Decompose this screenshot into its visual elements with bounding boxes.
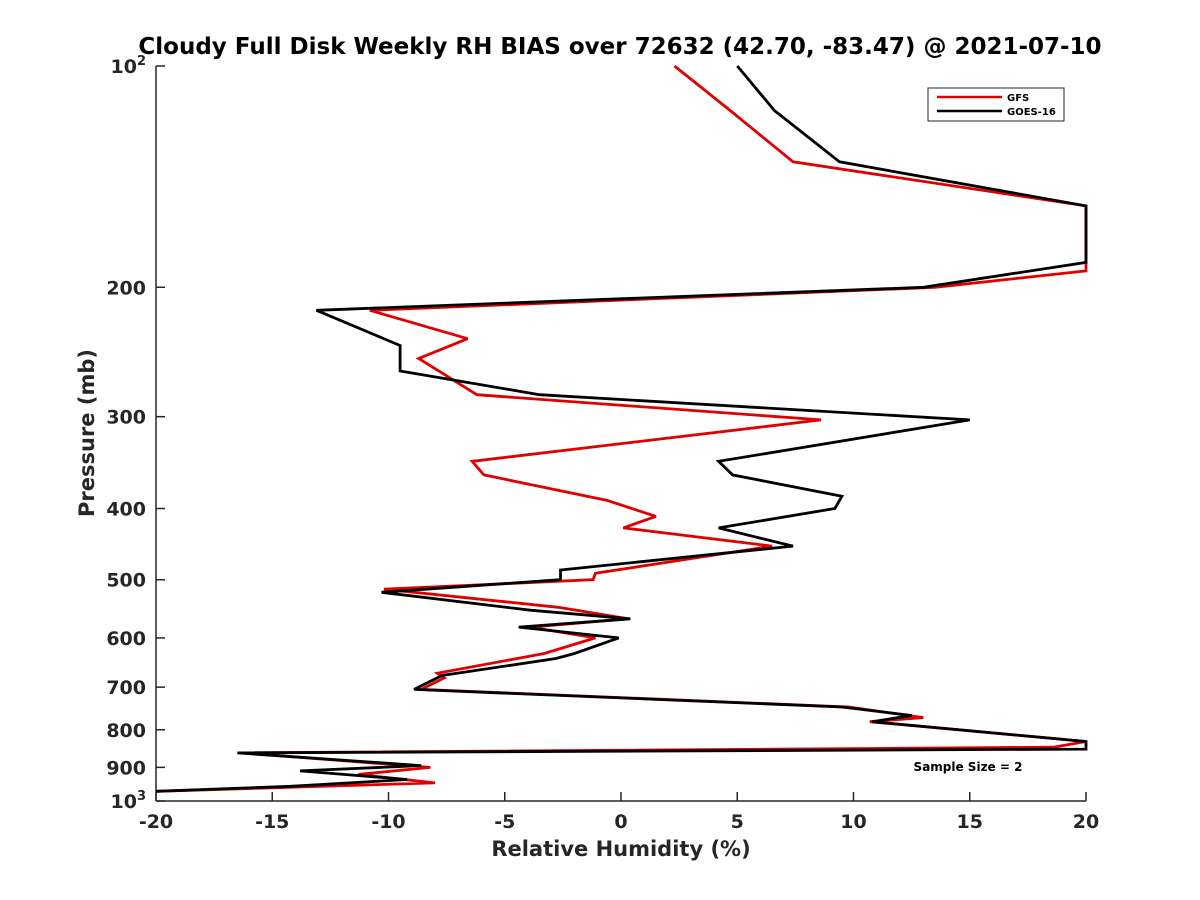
series-line-gfs — [155, 64, 1088, 793]
x-ticks: -20 -15 -10 -5 0 5 10 15 20 — [139, 792, 1099, 833]
plot-area — [155, 66, 1086, 802]
y-tick-label: 700 — [106, 677, 146, 699]
y-tick-base: 10 — [111, 56, 137, 78]
x-tick-label: 5 — [731, 811, 744, 833]
legend-label-goes-16: GOES-16 — [1007, 107, 1056, 118]
y-axis-label: Pressure (mb) — [75, 349, 99, 517]
y-tick-label: 400 — [106, 499, 146, 521]
sample-size-annotation: Sample Size = 2 — [914, 760, 1023, 774]
x-tick-label: -5 — [494, 811, 515, 833]
legend-label-gfs: GFS — [1007, 93, 1029, 104]
legend: GFS GOES-16 — [927, 87, 1065, 122]
y-tick-exponent: 2 — [137, 54, 146, 69]
y-tick-label: 600 — [106, 628, 146, 650]
x-tick-label: 15 — [957, 811, 983, 833]
legend-box — [927, 87, 1065, 122]
y-tick-label: 800 — [106, 720, 146, 742]
x-tick-label: 20 — [1073, 811, 1099, 833]
x-tick-label: -10 — [371, 811, 405, 833]
x-tick-label: 10 — [840, 811, 866, 833]
x-tick-label: -15 — [255, 811, 289, 833]
x-axis-label: Relative Humidity (%) — [491, 837, 750, 861]
y-tick-label: 200 — [106, 277, 146, 299]
series-group — [155, 64, 1088, 793]
y-tick-label: 900 — [106, 757, 146, 779]
y-tick-label: 300 — [106, 407, 146, 429]
y-tick-exponent: 3 — [137, 789, 146, 804]
y-tick-label: 103 — [111, 789, 147, 813]
x-tick-label: 0 — [614, 811, 627, 833]
y-tick-label: 102 — [111, 54, 147, 78]
y-tick-base: 10 — [111, 791, 137, 813]
x-tick-label: -20 — [139, 811, 173, 833]
chart-title: Cloudy Full Disk Weekly RH BIAS over 726… — [138, 34, 1101, 60]
series-line-goes-16 — [155, 65, 1088, 793]
y-tick-label: 500 — [106, 570, 146, 592]
